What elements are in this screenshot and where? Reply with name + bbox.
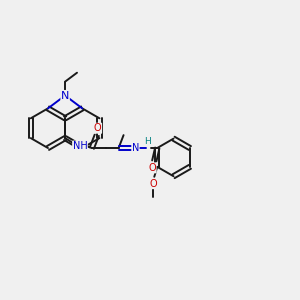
Text: O: O (94, 123, 102, 133)
Text: N: N (132, 143, 139, 153)
Text: H: H (144, 136, 151, 146)
Text: O: O (148, 163, 156, 173)
Text: NH: NH (73, 141, 87, 151)
Text: N: N (61, 91, 69, 100)
Text: O: O (149, 179, 157, 189)
